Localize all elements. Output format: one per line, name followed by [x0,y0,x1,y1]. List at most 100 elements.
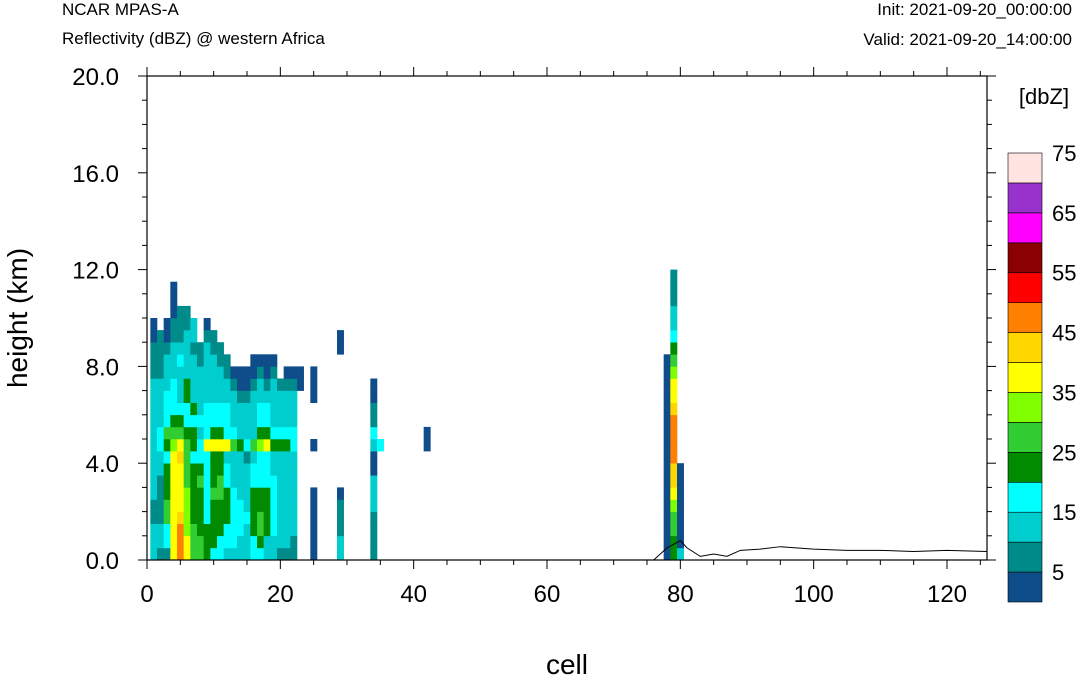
reflectivity-cell [150,366,158,379]
reflectivity-cell [277,463,284,476]
reflectivity-cell [257,366,264,379]
reflectivity-cell [677,535,684,549]
reflectivity-cell [310,547,318,561]
reflectivity-cell [310,439,318,452]
reflectivity-cell [243,547,251,561]
reflectivity-cell [257,475,264,488]
reflectivity-cell [270,366,278,379]
reflectivity-cell [177,318,184,331]
reflectivity-cell [157,366,164,379]
reflectivity-cell [150,439,158,452]
reflectivity-cell [157,511,164,524]
reflectivity-cell [370,475,378,488]
reflectivity-cell [230,366,238,379]
reflectivity-cell [370,487,378,500]
reflectivity-cell [243,475,251,488]
reflectivity-cell [663,451,671,464]
reflectivity-cell [257,451,264,464]
colorbar-swatch [1007,422,1043,453]
reflectivity-cell [157,342,164,355]
reflectivity-cell [183,451,191,464]
reflectivity-cell [277,451,284,464]
reflectivity-cell [670,451,678,464]
reflectivity-cell [663,487,671,500]
reflectivity-cell [223,523,231,537]
reflectivity-cell [263,366,271,379]
reflectivity-cell [190,330,198,343]
reflectivity-cell [377,439,384,452]
reflectivity-cell [177,366,184,379]
reflectivity-cell [183,463,191,476]
reflectivity-cell [370,463,378,476]
y-tick-label: 0.0 [86,548,119,575]
reflectivity-cell [670,426,678,440]
reflectivity-cell [290,535,298,549]
reflectivity-cell [150,451,158,464]
reflectivity-cell [190,342,198,355]
reflectivity-cell [177,330,184,343]
reflectivity-cell [163,499,171,512]
reflectivity-cell [243,414,251,428]
reflectivity-cell [217,511,224,524]
colorbar-swatch [1007,541,1043,573]
reflectivity-cell [237,366,244,379]
reflectivity-cell [170,426,178,440]
reflectivity-cell [170,487,178,500]
reflectivity-cell [217,402,224,416]
reflectivity-cell [290,547,298,561]
reflectivity-cell [270,499,278,512]
reflectivity-cell [197,547,204,561]
reflectivity-cell [337,523,344,537]
reflectivity-cell [270,390,278,403]
reflectivity-cell [263,547,271,561]
reflectivity-cell [243,523,251,537]
reflectivity-cell [263,463,271,476]
reflectivity-cell [677,523,684,537]
reflectivity-cell [237,463,244,476]
reflectivity-cell [277,414,284,428]
reflectivity-cell [223,451,231,464]
reflectivity-cell [223,366,231,379]
reflectivity-cell [263,535,271,549]
reflectivity-cell [257,439,264,452]
reflectivity-cell [230,487,238,500]
reflectivity-cell [230,402,238,416]
reflectivity-cell [177,426,184,440]
reflectivity-cell [370,390,378,403]
reflectivity-cell [223,439,231,452]
reflectivity-cell [150,499,158,512]
reflectivity-cell [190,366,198,379]
reflectivity-cell [197,354,204,367]
reflectivity-cell [163,463,171,476]
reflectivity-cell [243,535,251,549]
reflectivity-cell [270,463,278,476]
reflectivity-cell [250,439,258,452]
reflectivity-cell [170,535,178,549]
reflectivity-cell [670,511,678,524]
reflectivity-cell [150,390,158,403]
reflectivity-cell [217,414,224,428]
reflectivity-cell [223,463,231,476]
reflectivity-cell [670,354,678,367]
reflectivity-cell [163,475,171,488]
reflectivity-cell [177,511,184,524]
reflectivity-cell [203,523,211,537]
reflectivity-cell [230,499,238,512]
reflectivity-cell [663,523,671,537]
reflectivity-cell [230,535,238,549]
reflectivity-cell [217,535,224,549]
reflectivity-cell [663,354,671,367]
reflectivity-cell [283,426,291,440]
reflectivity-cell [237,475,244,488]
reflectivity-cell [270,547,278,561]
reflectivity-cell [337,330,344,343]
reflectivity-cell [257,378,264,391]
reflectivity-cell [237,378,244,391]
reflectivity-cell [203,390,211,403]
reflectivity-cell [197,463,204,476]
reflectivity-cell [210,342,218,355]
reflectivity-cell [257,402,264,416]
colorbar-swatch [1007,212,1043,244]
reflectivity-cell [663,426,671,440]
reflectivity-cell [157,523,164,537]
